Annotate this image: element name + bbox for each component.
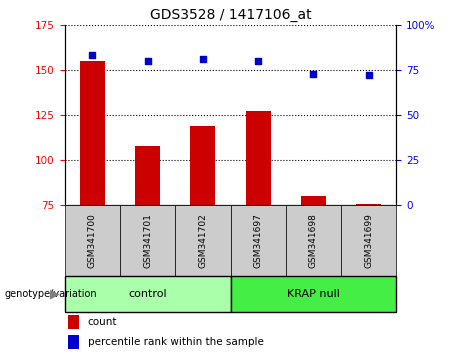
Bar [230,276,396,312]
Text: ▶: ▶ [50,287,60,300]
Bar [80,61,105,205]
Bar [341,205,396,276]
Point [144,58,151,64]
Bar [135,146,160,205]
Bar [68,335,79,348]
Bar [190,126,215,205]
Bar [246,112,271,205]
Bar [68,315,79,329]
Bar [175,205,230,276]
Point [310,71,317,76]
Text: genotype/variation: genotype/variation [5,289,97,299]
Point [254,58,262,64]
Text: percentile rank within the sample: percentile rank within the sample [88,337,264,347]
Point [89,53,96,58]
Text: GSM341702: GSM341702 [198,213,207,268]
Bar [120,205,175,276]
Bar [230,205,286,276]
Text: GSM341698: GSM341698 [309,213,318,268]
Title: GDS3528 / 1417106_at: GDS3528 / 1417106_at [150,8,311,22]
Text: GSM341700: GSM341700 [88,213,97,268]
Text: GSM341697: GSM341697 [254,213,263,268]
Bar [286,205,341,276]
Text: GSM341699: GSM341699 [364,213,373,268]
Bar [356,204,381,205]
Bar [65,276,230,312]
Text: control: control [128,289,167,299]
Bar [65,205,120,276]
Bar [301,196,326,205]
Point [199,56,207,62]
Text: count: count [88,317,117,327]
Point [365,73,372,78]
Text: KRAP null: KRAP null [287,289,340,299]
Text: GSM341701: GSM341701 [143,213,152,268]
